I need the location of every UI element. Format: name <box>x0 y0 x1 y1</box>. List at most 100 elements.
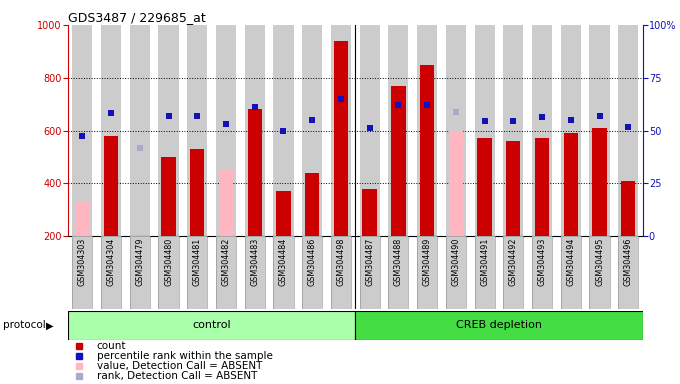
Bar <box>273 236 294 309</box>
Bar <box>417 25 437 236</box>
Bar <box>334 41 348 236</box>
Bar <box>618 25 639 236</box>
Text: GSM304491: GSM304491 <box>480 238 489 286</box>
Bar <box>248 109 262 236</box>
Text: CREB depletion: CREB depletion <box>456 320 542 331</box>
Bar <box>130 236 150 309</box>
Text: protocol: protocol <box>3 320 46 331</box>
Bar <box>72 236 92 309</box>
Bar <box>503 236 524 309</box>
Bar <box>564 133 578 236</box>
Bar <box>72 236 92 309</box>
Bar <box>273 236 294 309</box>
Bar <box>331 25 351 236</box>
Bar <box>190 149 205 236</box>
Bar <box>360 236 379 309</box>
Text: GSM304494: GSM304494 <box>566 238 575 286</box>
Bar <box>388 236 409 309</box>
Bar <box>130 25 150 236</box>
Bar <box>245 236 265 309</box>
Text: GSM304481: GSM304481 <box>193 238 202 286</box>
Bar <box>561 236 581 309</box>
Bar <box>219 170 233 236</box>
Bar <box>72 25 92 236</box>
Bar <box>449 131 463 236</box>
Bar <box>532 25 552 236</box>
Bar <box>420 65 435 236</box>
Bar <box>475 236 494 309</box>
Text: GSM304486: GSM304486 <box>308 238 317 286</box>
Bar <box>590 236 609 309</box>
Bar <box>477 139 492 236</box>
Bar <box>618 236 639 309</box>
Bar <box>302 25 322 236</box>
Bar <box>216 236 236 309</box>
Bar <box>68 311 356 340</box>
Bar <box>273 25 294 236</box>
Bar <box>187 236 207 309</box>
Bar <box>356 311 643 340</box>
Bar <box>305 173 320 236</box>
Text: GSM304488: GSM304488 <box>394 238 403 286</box>
Bar <box>101 236 121 309</box>
Bar <box>446 236 466 309</box>
Bar <box>561 236 581 309</box>
Text: GSM304479: GSM304479 <box>135 238 144 286</box>
Bar <box>187 25 207 236</box>
Text: GSM304489: GSM304489 <box>423 238 432 286</box>
Bar <box>391 86 405 236</box>
Bar <box>158 236 179 309</box>
Bar <box>446 25 466 236</box>
Bar <box>130 236 150 309</box>
Bar <box>216 236 236 309</box>
Text: GSM304490: GSM304490 <box>452 238 460 286</box>
Bar <box>535 139 549 236</box>
Text: value, Detection Call = ABSENT: value, Detection Call = ABSENT <box>97 361 262 371</box>
Text: GSM304487: GSM304487 <box>365 238 374 286</box>
Bar <box>101 236 121 309</box>
Text: GSM304493: GSM304493 <box>538 238 547 286</box>
Text: GSM304483: GSM304483 <box>250 238 259 286</box>
Bar <box>503 25 524 236</box>
Text: GSM304492: GSM304492 <box>509 238 517 286</box>
Bar <box>621 181 635 236</box>
Bar <box>331 236 351 309</box>
Bar <box>302 236 322 309</box>
Bar <box>561 25 581 236</box>
Text: GSM304480: GSM304480 <box>164 238 173 286</box>
Text: percentile rank within the sample: percentile rank within the sample <box>97 351 273 361</box>
Bar <box>104 136 118 236</box>
Bar <box>417 236 437 309</box>
Bar <box>187 236 207 309</box>
Bar <box>446 236 466 309</box>
Bar <box>302 236 322 309</box>
Bar <box>532 236 552 309</box>
Text: ▶: ▶ <box>46 320 54 331</box>
Text: GSM304496: GSM304496 <box>624 238 632 286</box>
Bar <box>590 25 609 236</box>
Bar <box>245 236 265 309</box>
Text: GSM304495: GSM304495 <box>595 238 604 286</box>
Bar <box>618 236 639 309</box>
Bar <box>101 25 121 236</box>
Bar <box>276 191 290 236</box>
Text: control: control <box>192 320 231 331</box>
Bar <box>503 236 524 309</box>
Bar <box>216 25 236 236</box>
Bar <box>417 236 437 309</box>
Text: GSM304498: GSM304498 <box>337 238 345 286</box>
Bar <box>161 157 175 236</box>
Bar <box>475 236 494 309</box>
Bar <box>331 236 351 309</box>
Text: GSM304484: GSM304484 <box>279 238 288 286</box>
Text: GSM304303: GSM304303 <box>78 238 87 286</box>
Bar <box>245 25 265 236</box>
Bar <box>388 236 409 309</box>
Text: GDS3487 / 229685_at: GDS3487 / 229685_at <box>68 11 206 24</box>
Text: GSM304304: GSM304304 <box>107 238 116 286</box>
Bar <box>506 141 520 236</box>
Bar <box>158 25 179 236</box>
Bar <box>590 236 609 309</box>
Bar <box>158 236 179 309</box>
Bar <box>475 25 494 236</box>
